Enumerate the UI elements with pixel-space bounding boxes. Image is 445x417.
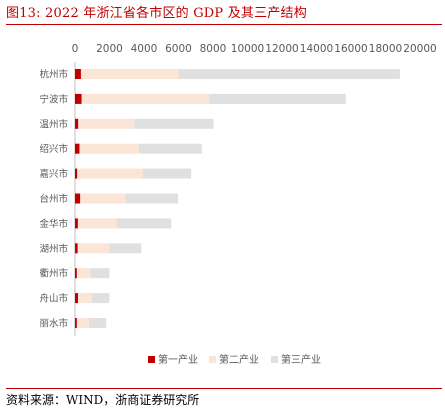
x-tick-label: 18000 — [369, 43, 402, 55]
bar-segment-1 — [75, 69, 81, 79]
bar-segment-3 — [90, 268, 110, 279]
bar-segment-1 — [75, 293, 79, 304]
category-label: 金华市 — [39, 218, 68, 230]
bar-segment-3 — [116, 218, 172, 229]
category-label: 衢州市 — [39, 268, 68, 280]
legend-label: 第二产业 — [219, 353, 259, 366]
category-label: 温州市 — [39, 118, 68, 130]
bar-segment-3 — [134, 118, 214, 129]
x-tick-label: 0 — [72, 43, 79, 55]
legend-label: 第三产业 — [281, 353, 321, 366]
bar-segment-2 — [76, 268, 91, 279]
bar-segment-2 — [80, 193, 126, 204]
bar-segment-2 — [77, 243, 110, 254]
bar-segment-1 — [75, 218, 78, 229]
category-label: 丽水市 — [39, 318, 68, 330]
category-label: 台州市 — [39, 193, 68, 205]
bar-segment-3 — [88, 318, 107, 328]
x-tick-label: 2000 — [96, 43, 123, 55]
chart-svg: 0 2000 4000 6000 8000 10000 12000 14000 16000 180… — [39, 43, 436, 366]
bar-segment-1 — [75, 118, 79, 129]
legend-label: 第一产业 — [158, 353, 198, 366]
bar-segment-1 — [75, 168, 78, 179]
bar-segment-1 — [75, 93, 82, 104]
bar-segment-2 — [80, 69, 179, 79]
bar-segment-2 — [78, 293, 92, 304]
category-label: 舟山市 — [39, 293, 68, 305]
category-label: 湖州市 — [39, 243, 68, 255]
bar-segment-1 — [75, 243, 78, 254]
bar-segment-1 — [75, 268, 77, 279]
legend-swatch — [209, 356, 216, 363]
bar-segment-3 — [209, 93, 346, 104]
bar-segment-3 — [178, 69, 400, 79]
x-tick-label: 4000 — [131, 43, 158, 55]
bar-segment-3 — [138, 143, 202, 154]
bar-segment-2 — [77, 168, 143, 179]
bar-segment-2 — [76, 318, 89, 328]
bar-segment-3 — [91, 293, 110, 304]
x-tick-label: 20000 — [403, 43, 436, 55]
bar-segment-1 — [75, 318, 77, 328]
legend-swatch — [271, 356, 278, 363]
category-label: 杭州市 — [39, 69, 68, 81]
x-tick-label: 14000 — [300, 43, 333, 55]
bar-segment-1 — [75, 143, 80, 154]
bar-segment-3 — [109, 243, 142, 254]
bar-segment-2 — [81, 93, 210, 104]
bar-segment-3 — [125, 193, 179, 204]
bar-segment-2 — [78, 118, 135, 129]
bar-segment-2 — [77, 218, 117, 229]
bar-segment-3 — [142, 168, 192, 179]
source-divider — [6, 388, 442, 389]
category-label: 绍兴市 — [39, 143, 68, 155]
x-tick-label: 8000 — [200, 43, 227, 55]
x-tick-label: 6000 — [165, 43, 192, 55]
source-note: 资料来源：WIND，浙商证券研究所 — [6, 393, 200, 407]
chart-title: 图13: 2022 年浙江省各市区的 GDP 及其三产结构 — [6, 6, 307, 21]
x-tick-label: 12000 — [265, 43, 298, 55]
x-tick-label: 16000 — [334, 43, 367, 55]
bar-segment-1 — [75, 193, 81, 204]
category-label: 嘉兴市 — [39, 168, 68, 180]
x-tick-label: 10000 — [231, 43, 264, 55]
title-divider — [6, 24, 442, 25]
category-label: 宁波市 — [39, 93, 68, 105]
bar-segment-2 — [79, 143, 139, 154]
legend-swatch — [148, 356, 155, 363]
